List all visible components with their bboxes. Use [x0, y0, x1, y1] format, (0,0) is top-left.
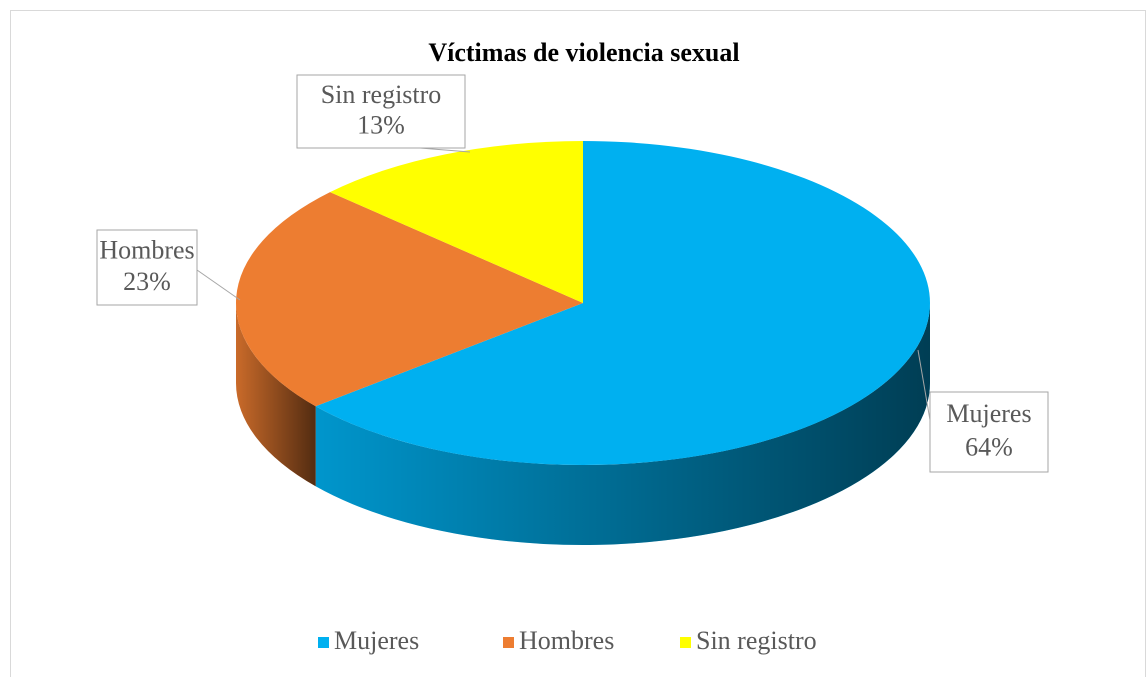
- data-label-name: Mujeres: [946, 399, 1031, 428]
- callout-box: [296, 74, 466, 149]
- slice-side-shade: [315, 303, 930, 545]
- data-label-value: 23%: [123, 267, 171, 296]
- slice: [235, 192, 583, 407]
- pie: [235, 141, 930, 545]
- legend-label: Mujeres: [334, 626, 419, 655]
- legend-swatch: [503, 637, 514, 648]
- data-label-value: 64%: [965, 433, 1013, 462]
- legend-label: Sin registro: [696, 626, 817, 655]
- leader-line: [917, 349, 931, 421]
- callout-box: [929, 391, 1049, 473]
- legend-swatch: [318, 637, 329, 648]
- slice: [330, 141, 583, 303]
- legend-swatch: [680, 637, 691, 648]
- legend-label: Hombres: [519, 626, 614, 655]
- legend: Mujeres Hombres Sin registro: [318, 626, 817, 655]
- slice: [315, 141, 930, 466]
- data-label-value: 13%: [357, 111, 405, 140]
- slice-side-shade: [236, 303, 316, 487]
- chart-title: Víctimas de violencia sexual: [428, 38, 739, 67]
- leader-line: [419, 147, 471, 153]
- data-label-name: Hombres: [99, 235, 194, 264]
- callout-box: [96, 229, 198, 306]
- leader-line: [196, 269, 241, 301]
- data-label-name: Sin registro: [321, 80, 442, 109]
